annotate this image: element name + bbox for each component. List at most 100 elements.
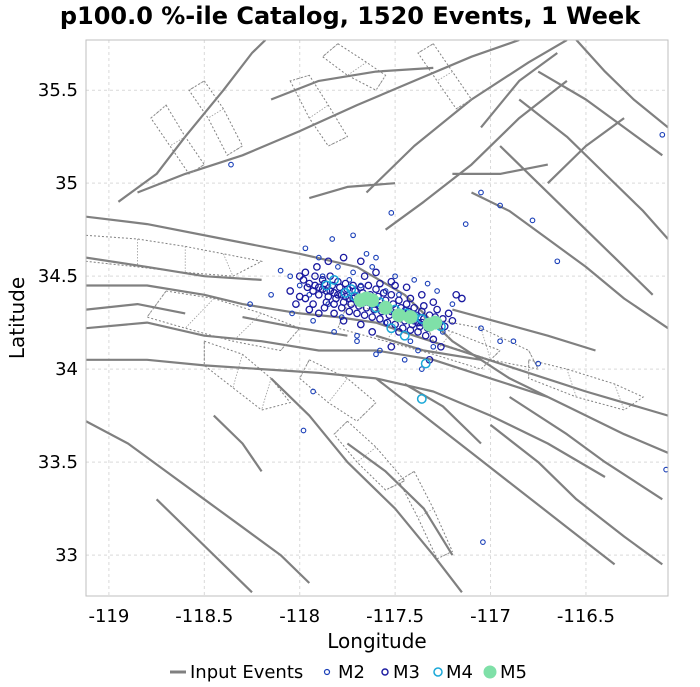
- fault-zone-hatch: [337, 303, 348, 329]
- event-m3: [372, 285, 380, 294]
- event-m2: [424, 280, 431, 287]
- plot-frame: [85, 39, 669, 597]
- fault-line: [155, 498, 253, 594]
- event-m2: [377, 347, 383, 354]
- fault-zone-hatch: [385, 480, 405, 491]
- fault-line: [86, 256, 262, 281]
- fault-line: [86, 321, 549, 399]
- fault-line: [452, 163, 549, 175]
- event-m3: [309, 300, 317, 308]
- fault-line: [137, 40, 520, 194]
- legend-label-input-events: Input Events: [190, 662, 303, 683]
- event-m2: [335, 264, 341, 270]
- event-m2: [287, 273, 294, 280]
- legend-label-m3: M3: [393, 662, 420, 683]
- event-m3: [356, 320, 365, 329]
- event-m3: [341, 279, 350, 288]
- event-m2: [415, 347, 421, 354]
- fault-line: [346, 442, 454, 556]
- event-m3: [292, 300, 300, 308]
- fault-line: [365, 40, 568, 194]
- event-m2: [418, 366, 425, 372]
- x-tick-label: -116.5: [557, 606, 615, 627]
- fault-zone-hatch: [356, 402, 377, 422]
- event-m2: [663, 466, 668, 473]
- event-m3: [345, 307, 354, 316]
- legend-label-m5: M5: [500, 662, 527, 683]
- event-m2: [497, 338, 503, 345]
- fault-zone-hatch: [146, 290, 167, 318]
- event-m4: [321, 280, 332, 291]
- event-m2: [535, 360, 542, 367]
- event-m2: [478, 189, 484, 196]
- event-m3: [376, 315, 384, 323]
- fault-line: [86, 215, 668, 454]
- fault-line: [404, 383, 482, 445]
- x-tick-label: -117: [470, 606, 511, 627]
- event-m3: [379, 289, 388, 297]
- event-m2: [228, 161, 234, 168]
- fault-line: [242, 316, 348, 337]
- fault-zone: [398, 470, 454, 560]
- fault-zone-hatch: [347, 61, 367, 76]
- event-m2: [306, 291, 313, 298]
- fault-zone-hatch: [184, 298, 215, 329]
- event-m2: [346, 277, 353, 283]
- event-m2: [480, 539, 486, 545]
- fault-line: [489, 424, 663, 566]
- legend-label-m2: M2: [338, 662, 365, 683]
- event-m3: [314, 309, 323, 318]
- event-m2: [373, 254, 379, 261]
- y-tick-label: 33.5: [38, 452, 78, 473]
- event-m3: [353, 309, 361, 318]
- event-m3: [406, 326, 415, 334]
- event-m3: [314, 290, 323, 299]
- event-m2: [289, 310, 295, 317]
- event-m3: [305, 305, 314, 314]
- event-m3: [437, 342, 445, 351]
- event-m3: [347, 300, 356, 308]
- event-m2: [401, 356, 408, 363]
- event-m4: [420, 358, 431, 369]
- event-m5: [365, 293, 380, 308]
- event-m3: [452, 290, 461, 299]
- event-m2: [315, 254, 322, 261]
- fault-line: [471, 191, 668, 330]
- event-m3: [440, 322, 449, 331]
- event-m3: [324, 257, 333, 266]
- event-m3: [419, 302, 428, 310]
- event-m2: [449, 301, 456, 307]
- event-m4: [416, 393, 427, 404]
- fault-zone-hatch: [150, 104, 167, 119]
- event-m4: [346, 284, 357, 295]
- event-m2: [392, 273, 398, 280]
- x-tick-label: -118.5: [175, 606, 233, 627]
- x-tick-label: -117.5: [366, 606, 424, 627]
- fault-zone: [417, 43, 473, 110]
- fault-zones: [86, 43, 645, 560]
- event-m3: [372, 268, 380, 277]
- event-m3: [356, 257, 365, 266]
- fault-line: [213, 414, 263, 473]
- fault-line: [86, 303, 186, 315]
- event-m3: [433, 305, 441, 314]
- event-m2: [331, 329, 337, 335]
- fault-zone-hatch: [280, 327, 301, 351]
- event-m3: [320, 279, 329, 288]
- y-tick-label: 35.5: [38, 80, 78, 101]
- fault-line: [509, 396, 663, 501]
- event-m3: [395, 296, 403, 305]
- fault-zone-hatch: [261, 378, 272, 411]
- fault-lines: [86, 40, 668, 594]
- fault-zone-hatch: [322, 43, 339, 58]
- event-m2: [411, 277, 418, 283]
- event-m2: [354, 338, 360, 345]
- event-m3: [303, 283, 312, 292]
- event-m2: [554, 258, 561, 265]
- legend-swatch-m2: [323, 668, 331, 676]
- fault-line: [547, 117, 625, 184]
- fault-zone-hatch: [232, 313, 262, 342]
- fault-zone: [188, 80, 244, 157]
- legend-label-m4: M4: [446, 662, 473, 683]
- event-m4: [386, 323, 397, 334]
